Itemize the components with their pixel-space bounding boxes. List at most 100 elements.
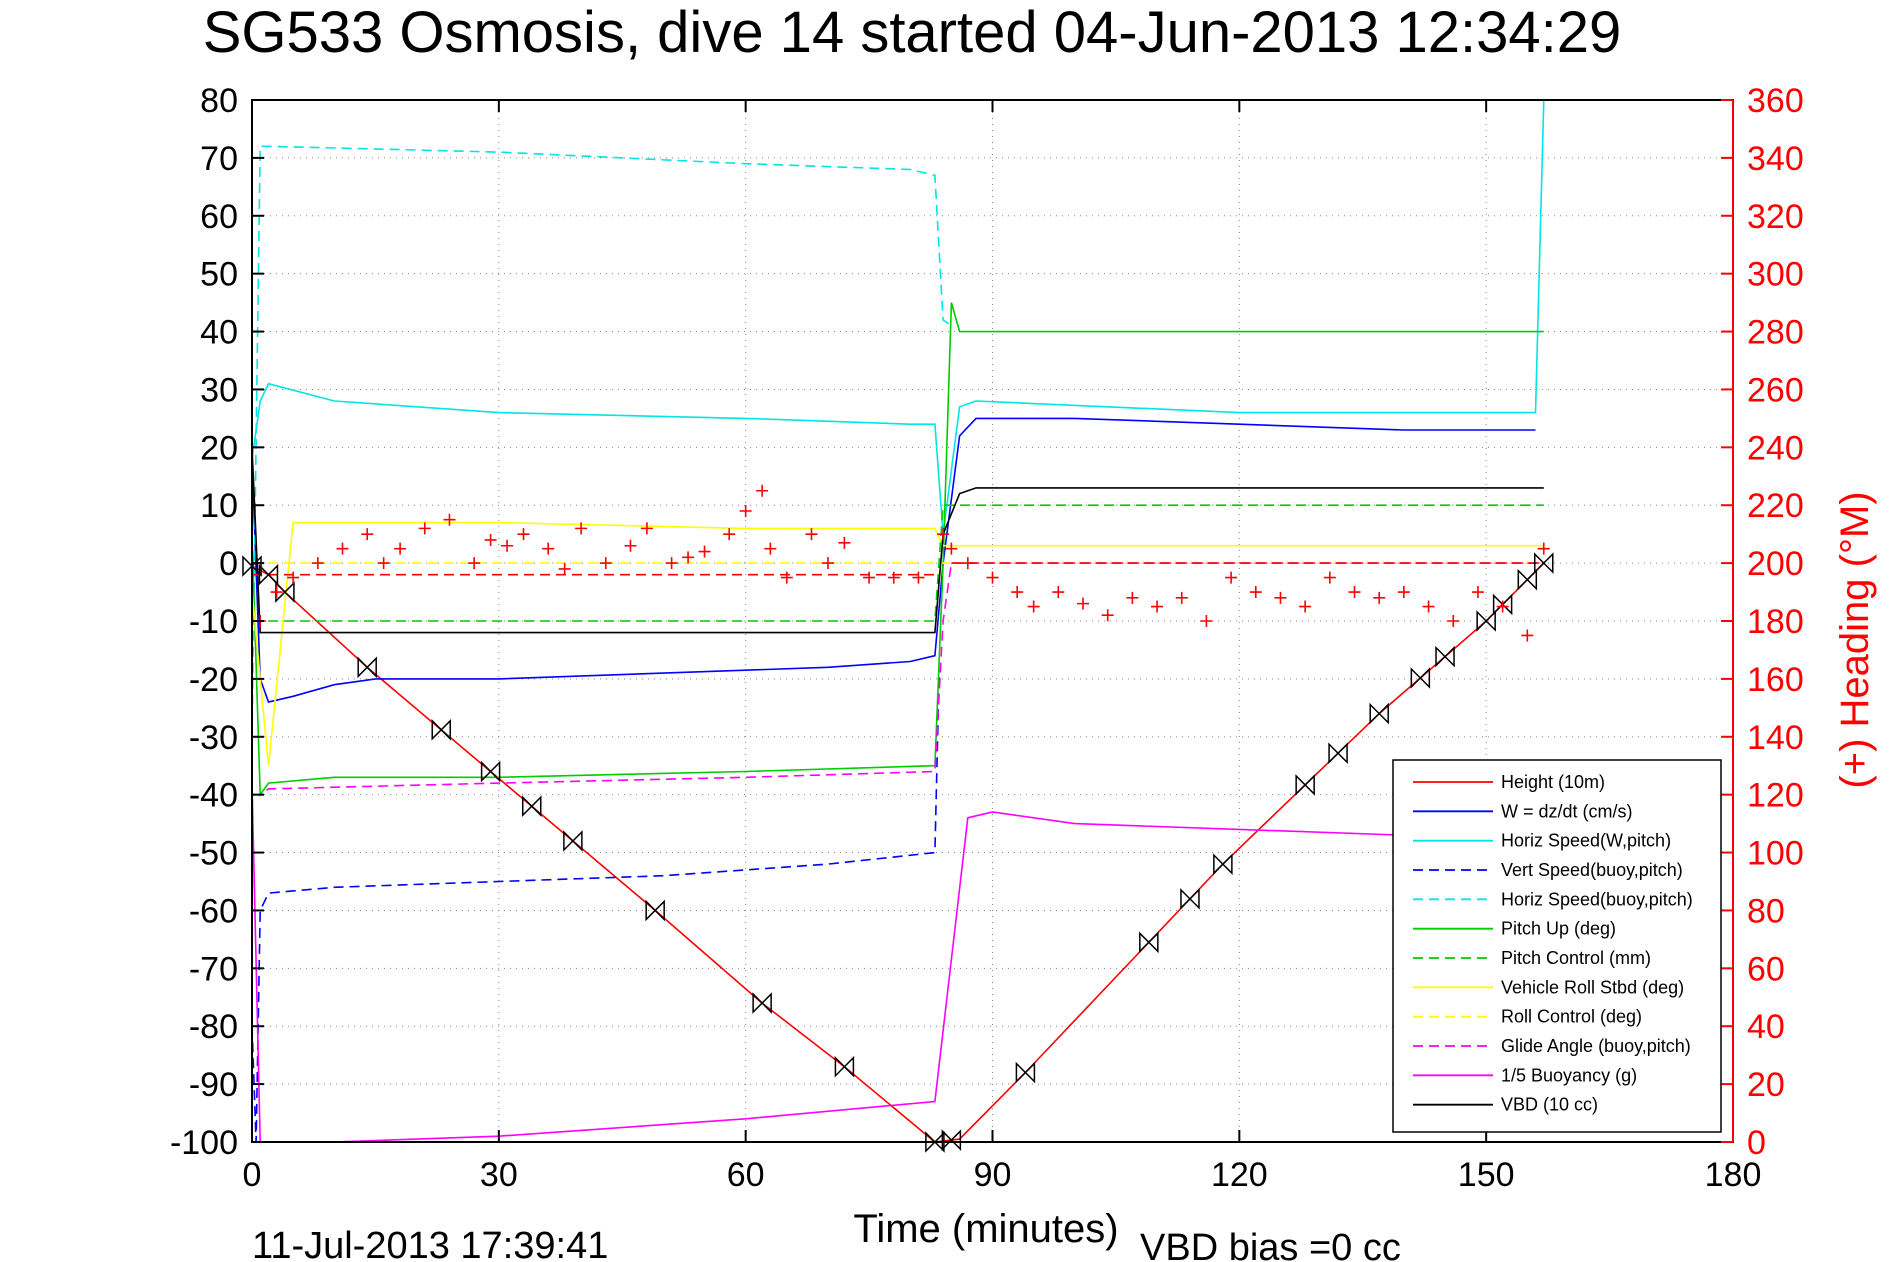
y2-axis-label: (+) Heading (°M) (1833, 491, 1877, 788)
x-tick-label: 90 (974, 1156, 1012, 1194)
height-marker (1369, 702, 1389, 725)
heading-point (682, 551, 695, 564)
height-marker (357, 656, 377, 679)
heading-points (254, 484, 1550, 642)
height-marker (1139, 931, 1159, 954)
chart-title: SG533 Osmosis, dive 14 started 04-Jun-20… (203, 0, 1622, 65)
heading-point (937, 528, 950, 541)
heading-point (1422, 600, 1435, 613)
legend-label: VBD (10 cc) (1501, 1095, 1598, 1115)
chart-legend: Height (10m) W = dz/dt (cm/s) Horiz Speed(… (1392, 759, 1722, 1133)
height-marker (941, 1129, 962, 1151)
series-line-6 (252, 504, 1544, 622)
heading-point (1052, 586, 1065, 599)
heading-point (1126, 591, 1139, 604)
heading-point (287, 571, 300, 584)
y2-tick-label: 300 (1747, 256, 1804, 294)
series-line-5 (251, 302, 1544, 798)
y-tick-label: 40 (200, 314, 238, 352)
x-tick-label: 150 (1458, 1156, 1515, 1194)
series-line-11 (251, 447, 1544, 634)
y-axis-ticks: -100-90-80-70-60-50-40-30-20-10010203040… (170, 82, 264, 1162)
height-marker (1213, 853, 1233, 875)
heading-point (517, 528, 530, 541)
heading-point (1274, 591, 1287, 604)
heading-point (1175, 591, 1188, 604)
heading-point (1151, 600, 1164, 613)
series-line-7 (251, 521, 1544, 766)
heading-point (1249, 586, 1262, 599)
y-tick-label: -80 (189, 1008, 238, 1046)
y2-tick-label: 220 (1747, 487, 1804, 525)
heading-point (838, 536, 851, 549)
legend-label: Glide Angle (buoy,pitch) (1501, 1036, 1691, 1056)
series-line-4 (251, 145, 952, 737)
heading-point (723, 528, 736, 541)
x-tick-label: 30 (480, 1156, 518, 1194)
y-tick-label: -30 (189, 719, 238, 757)
y2-tick-label: 120 (1747, 777, 1804, 815)
heading-point (1200, 615, 1213, 627)
heading-point (863, 571, 876, 584)
height-marker (1534, 552, 1554, 574)
x-tick-label: 180 (1705, 1156, 1762, 1194)
heading-point (1447, 615, 1460, 627)
heading-point (1027, 600, 1040, 613)
heading-point (468, 557, 481, 570)
heading-point (1077, 597, 1090, 610)
y2-tick-label: 260 (1747, 371, 1804, 409)
heading-point (1373, 591, 1386, 604)
height-marker (1435, 645, 1455, 668)
legend-label: Horiz Speed(buoy,pitch) (1501, 889, 1693, 909)
series-line-3 (251, 672, 944, 1143)
heading-point (665, 557, 678, 570)
height-marker (1476, 610, 1496, 632)
y2-tick-label: 180 (1747, 603, 1804, 641)
legend-label: Pitch Control (mm) (1501, 948, 1651, 968)
heading-point (739, 505, 752, 518)
series-lines (251, 99, 1545, 1143)
x-tick-label: 0 (243, 1156, 262, 1194)
heading-point (311, 557, 324, 570)
heading-point (1011, 586, 1024, 599)
y-tick-label: -20 (189, 661, 238, 699)
legend-label: Horiz Speed(W,pitch) (1501, 831, 1671, 851)
heading-point (1537, 542, 1550, 555)
heading-point (501, 539, 514, 552)
height-marker (1517, 568, 1538, 591)
y-tick-label: 30 (200, 371, 238, 409)
heading-point (418, 522, 431, 535)
heading-point (542, 542, 555, 555)
height-marker (521, 795, 542, 818)
height-marker (1410, 667, 1431, 689)
x-axis-label: Time (minutes) (853, 1207, 1118, 1251)
height-marker (258, 563, 279, 586)
heading-point (1521, 629, 1534, 642)
legend-label: Roll Control (deg) (1501, 1007, 1642, 1027)
y-tick-label: -40 (189, 777, 238, 815)
y2-tick-label: 20 (1747, 1066, 1785, 1104)
height-marker (1295, 774, 1315, 796)
heading-point (558, 562, 571, 575)
heading-point (1323, 571, 1336, 584)
height-markers (242, 552, 1554, 1153)
series-line-10 (251, 783, 1404, 1143)
heading-point (640, 522, 653, 535)
legend-label: Height (10m) (1501, 772, 1605, 792)
heading-point (394, 542, 407, 555)
heading-point (1496, 600, 1509, 613)
height-marker (1492, 593, 1513, 616)
height-marker (752, 992, 772, 1014)
heading-point (361, 528, 374, 541)
y-tick-label: -70 (189, 950, 238, 988)
height-marker (645, 899, 665, 922)
y-tick-label: 70 (200, 140, 238, 178)
y2-tick-label: 140 (1747, 719, 1804, 757)
heading-point (961, 557, 974, 570)
height-marker (431, 719, 451, 741)
heading-point (1471, 586, 1484, 599)
heading-point (764, 542, 777, 555)
y-tick-label: -100 (170, 1124, 238, 1162)
y2-tick-label: 360 (1747, 82, 1804, 120)
